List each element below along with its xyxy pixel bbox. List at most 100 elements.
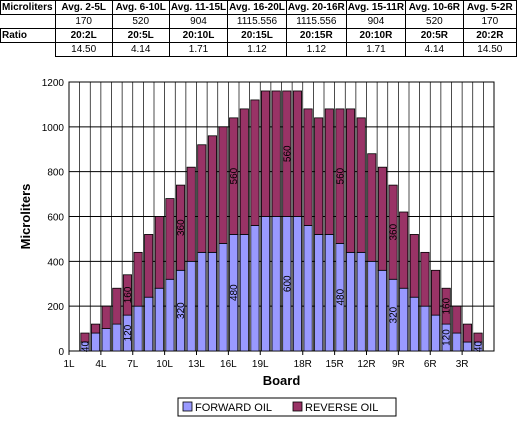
table-row: Ratio 20:2L 20:5L 20:10L 20:15L 20:15R 20:10R 2… <box>0 28 517 43</box>
bar-reverse-9R <box>399 211 409 289</box>
table-cell: 4.14 <box>111 42 170 57</box>
table-cell: Avg. 16-20L <box>227 0 287 15</box>
table-cell: 14.50 <box>54 42 113 57</box>
bar-reverse-15L <box>218 126 228 244</box>
data-label: 360 <box>176 219 187 236</box>
bar-reverse-20L <box>271 90 281 217</box>
table-row: 170 520 904 1115.556 1115.556 904 520 170 <box>0 14 517 29</box>
x-tick-label: 6R <box>424 359 437 370</box>
table-cell: 14.50 <box>462 42 517 57</box>
x-tick-label: 7L <box>127 359 139 370</box>
data-label: 160 <box>123 286 134 303</box>
bar-forward-17L <box>239 234 249 352</box>
bar-forward-11R <box>377 269 387 352</box>
bar-reverse-11L <box>176 184 186 271</box>
table-cell: Avg. 15-11R <box>345 0 407 15</box>
bar-reverse-7L <box>133 251 143 307</box>
table-cell: 1115.556 <box>227 14 287 29</box>
x-tick-label: 12R <box>357 359 375 370</box>
bar-reverse-14R <box>346 108 356 253</box>
x-tick-label: 1L <box>63 359 75 370</box>
legend-box <box>177 397 397 417</box>
bar-reverse-17R <box>314 117 324 235</box>
x-tick-label: 18R <box>294 359 312 370</box>
table-row-label <box>0 14 56 29</box>
table-cell: Avg. 10-6R <box>405 0 464 15</box>
bar-reverse-15R <box>335 108 345 244</box>
table-row-label: Microliters <box>0 0 56 15</box>
bar-forward-17R <box>314 234 324 352</box>
bar-reverse-6R <box>431 269 441 316</box>
bar-forward-7R <box>420 305 430 352</box>
bar-forward-5L <box>112 323 122 352</box>
y-tick-label: 600 <box>47 213 64 224</box>
table-cell: 520 <box>111 14 170 29</box>
bar-reverse-4R <box>452 305 462 334</box>
bar-forward-8L <box>144 296 154 352</box>
table-cell: 1.12 <box>285 42 347 57</box>
x-tick-label: 13L <box>188 359 205 370</box>
stacked-bar-chart: Microliters Board 0 200 400 600 800 1000 1200 1… <box>18 78 495 417</box>
data-label: 320 <box>389 306 400 323</box>
y-tick-label: 800 <box>47 168 64 179</box>
bar-forward-19L <box>261 216 271 352</box>
legend-label-forward: FORWARD OIL <box>195 402 272 414</box>
y-tick-label: 400 <box>47 257 64 268</box>
table-cell: 20:10R <box>345 28 407 43</box>
data-label: 40 <box>474 341 485 353</box>
table-cell: 4.14 <box>405 42 464 57</box>
data-label: 40 <box>80 341 91 353</box>
bar-forward-14R <box>346 251 356 352</box>
bar-reverse-4L <box>101 305 111 329</box>
bar-forward-13R <box>356 251 366 352</box>
bar-reverse-10L <box>165 198 175 280</box>
bar-reverse-13L <box>197 144 207 253</box>
bar-forward-19R <box>292 216 302 352</box>
x-tick-label: 9R <box>392 359 405 370</box>
y-tick-label: 1000 <box>42 123 65 134</box>
bar-reverse-14L <box>207 135 217 253</box>
bar-forward-12R <box>367 260 377 352</box>
x-tick-label: 3R <box>456 359 469 370</box>
x-tick-label: 10L <box>156 359 173 370</box>
data-label: 120 <box>123 324 134 341</box>
table-cell: 20:10L <box>168 28 229 43</box>
data-label: 320 <box>176 302 187 319</box>
table-cell: 520 <box>405 14 464 29</box>
data-label: 480 <box>335 288 346 305</box>
bar-reverse-18R <box>303 108 313 226</box>
bar-reverse-17L <box>239 108 249 235</box>
table-cell: 170 <box>462 14 517 29</box>
bar-forward-3R <box>462 341 472 352</box>
table-cell: 20:15L <box>227 28 287 43</box>
bar-forward-9R <box>399 287 409 352</box>
data-label: 560 <box>229 167 240 184</box>
table-cell: Avg. 6-10L <box>111 0 170 15</box>
bar-forward-9L <box>154 287 164 352</box>
table-cell: Avg. 11-15L <box>168 0 229 15</box>
bar-reverse-10R <box>388 184 398 280</box>
bar-reverse-3R <box>462 323 472 343</box>
bar-forward-10L <box>165 278 175 352</box>
bar-forward-20L <box>271 216 281 352</box>
x-tick-label: 15R <box>325 359 343 370</box>
table-cell: 1115.556 <box>285 14 347 29</box>
table-cell: 1.71 <box>168 42 229 57</box>
bar-forward-6R <box>431 314 441 352</box>
data-label: 360 <box>389 223 400 240</box>
x-axis-label: Board <box>263 373 301 388</box>
y-tick-label: 0 <box>58 347 64 358</box>
data-label: 560 <box>282 145 293 162</box>
table-cell: 20:5R <box>405 28 464 43</box>
bar-reverse-19L <box>261 90 271 217</box>
y-axis-label: Microliters <box>18 184 33 250</box>
data-label: 560 <box>335 167 346 184</box>
bar-reverse-5R <box>441 287 451 325</box>
ratio-table: Microliters Avg. 2-5L Avg. 6-10L Avg. 11-15… <box>0 0 517 57</box>
table-cell: 1.12 <box>227 42 287 57</box>
bar-forward-18R <box>303 225 313 352</box>
bar-forward-16R <box>324 234 334 352</box>
table-cell: 170 <box>54 14 113 29</box>
bar-reverse-6L <box>122 274 132 316</box>
table-row-label <box>0 42 56 57</box>
